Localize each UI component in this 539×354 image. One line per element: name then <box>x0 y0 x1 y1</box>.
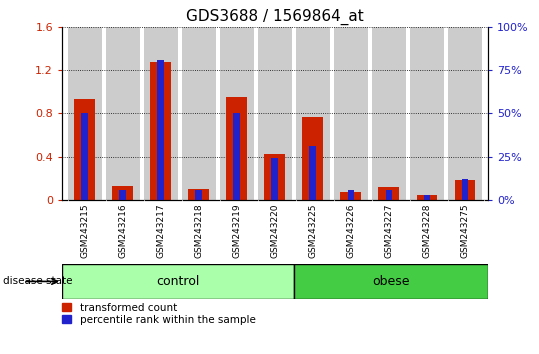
Bar <box>182 27 216 200</box>
Text: GSM243215: GSM243215 <box>80 203 89 258</box>
Bar <box>68 27 102 200</box>
Bar <box>385 190 392 200</box>
Bar <box>448 27 482 200</box>
Text: GSM243218: GSM243218 <box>195 203 203 258</box>
Text: GSM243228: GSM243228 <box>423 203 431 258</box>
Text: GSM243219: GSM243219 <box>232 203 241 258</box>
Bar <box>454 181 475 200</box>
Bar <box>74 99 95 200</box>
Text: control: control <box>156 275 200 288</box>
Bar <box>120 190 126 200</box>
Bar <box>348 190 354 200</box>
Bar <box>106 27 140 200</box>
Bar <box>424 195 430 200</box>
Bar <box>302 116 323 200</box>
Bar <box>378 187 399 200</box>
Bar <box>233 113 240 200</box>
Bar <box>220 27 254 200</box>
Legend: transformed count, percentile rank within the sample: transformed count, percentile rank withi… <box>62 303 255 325</box>
Text: GSM243227: GSM243227 <box>384 203 393 258</box>
Text: GSM243216: GSM243216 <box>119 203 127 258</box>
Bar <box>62 264 294 299</box>
Bar <box>341 193 361 200</box>
Bar <box>112 186 133 200</box>
Text: GSM243226: GSM243226 <box>347 203 355 258</box>
Bar <box>265 154 285 200</box>
Text: disease state: disease state <box>3 276 72 286</box>
Text: GSM243275: GSM243275 <box>460 203 469 258</box>
Text: obese: obese <box>372 275 410 288</box>
Bar <box>334 27 368 200</box>
Bar <box>417 195 438 200</box>
Bar <box>296 27 330 200</box>
Bar <box>272 158 278 200</box>
Bar <box>461 179 468 200</box>
Bar <box>144 27 178 200</box>
Bar <box>157 59 164 200</box>
Bar <box>189 189 209 200</box>
Text: GSM243225: GSM243225 <box>308 203 317 258</box>
Bar <box>309 146 316 200</box>
Text: GSM243220: GSM243220 <box>271 203 279 258</box>
Bar <box>196 190 202 200</box>
Bar <box>294 264 488 299</box>
Title: GDS3688 / 1569864_at: GDS3688 / 1569864_at <box>186 9 364 25</box>
Bar <box>410 27 444 200</box>
Bar <box>372 27 406 200</box>
Bar <box>150 62 171 200</box>
Bar <box>226 97 247 200</box>
Bar <box>258 27 292 200</box>
Text: GSM243217: GSM243217 <box>156 203 165 258</box>
Bar <box>81 113 88 200</box>
